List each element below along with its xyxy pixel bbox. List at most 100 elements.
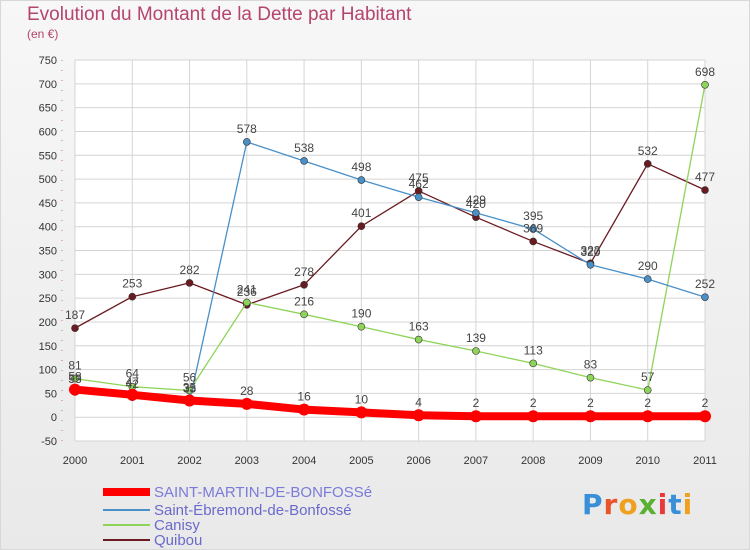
data-label: 290	[638, 259, 658, 273]
legend-label: Saint-Ébremond-de-Bonfossé	[154, 502, 352, 519]
data-label: 139	[466, 331, 486, 345]
data-label: 81	[68, 359, 82, 373]
data-point	[185, 279, 194, 287]
data-point	[414, 193, 423, 201]
data-point	[128, 292, 137, 301]
data-point	[357, 222, 366, 231]
data-point	[529, 359, 537, 368]
data-label: 420	[466, 197, 486, 211]
x-tick-label: 2011	[693, 455, 717, 467]
data-point	[183, 394, 196, 407]
data-point	[300, 157, 308, 165]
data-point	[472, 347, 480, 355]
data-label: 42	[126, 377, 140, 391]
y-tick-label: 600	[39, 126, 57, 138]
y-tick-label: 650	[39, 103, 57, 115]
legend-label: SAINT-MARTIN-DE-BONFOSSé	[154, 484, 372, 501]
data-point	[69, 383, 81, 396]
data-label: 2	[587, 396, 594, 410]
data-point	[355, 406, 368, 419]
data-label: 2	[473, 396, 480, 410]
data-point	[469, 410, 482, 423]
x-tick-label: 2006	[406, 455, 430, 467]
data-point	[357, 322, 366, 331]
y-tick-label: 50	[45, 388, 57, 400]
x-tick-label: 2003	[235, 455, 259, 467]
data-label: 462	[409, 177, 429, 191]
x-tick-label: 2009	[578, 455, 602, 467]
data-label: 53	[68, 372, 82, 386]
data-label: 429	[466, 193, 486, 207]
data-label: 532	[638, 144, 658, 158]
y-tick-label: 200	[39, 317, 57, 329]
data-point	[71, 374, 79, 383]
data-label: 698	[695, 65, 715, 79]
data-label: 236	[237, 285, 257, 299]
chart-unit: (en €)	[27, 27, 59, 41]
data-label: 83	[584, 358, 598, 372]
data-point	[701, 80, 709, 89]
data-label: 64	[126, 367, 140, 381]
legend-label: Quibou	[154, 532, 202, 549]
data-label: 2	[530, 396, 537, 410]
data-label: 538	[294, 141, 314, 155]
data-label: 28	[240, 384, 254, 398]
data-label: 33	[183, 381, 197, 395]
data-label: 252	[695, 277, 715, 291]
data-label: 578	[237, 122, 257, 136]
y-tick-label: 450	[39, 198, 57, 210]
y-tick-label: 500	[39, 174, 57, 186]
y-tick-label: 300	[39, 269, 57, 281]
data-label: 47	[126, 375, 140, 389]
data-point	[472, 209, 480, 217]
data-point	[643, 275, 652, 283]
data-label: 401	[351, 206, 371, 220]
y-tick-label: 350	[39, 246, 57, 258]
data-label: 369	[523, 221, 543, 235]
x-tick-label: 2001	[120, 455, 144, 467]
data-point	[586, 260, 595, 269]
data-point	[527, 410, 540, 423]
data-label: 190	[351, 307, 371, 321]
data-label: 56	[183, 371, 197, 385]
data-point	[643, 386, 652, 394]
data-point	[641, 410, 654, 423]
grid	[74, 59, 706, 442]
data-label: 187	[65, 308, 85, 322]
data-point	[357, 176, 366, 184]
data-point	[71, 324, 79, 332]
legend: SAINT-MARTIN-DE-BONFOSSéSaint-Ébremond-d…	[103, 484, 372, 549]
legend-label: Canisy	[154, 517, 200, 534]
y-tick-label: 0	[51, 412, 57, 424]
data-point	[243, 138, 251, 146]
y-tick-label: -50	[41, 436, 57, 448]
data-point	[643, 160, 652, 168]
data-label: 58	[68, 370, 82, 384]
x-tick-label: 2002	[177, 455, 201, 467]
y-tick-label: 150	[39, 341, 57, 353]
data-label: 477	[695, 170, 715, 184]
data-label: 163	[409, 320, 429, 334]
y-tick-label: 250	[39, 293, 57, 305]
data-label: 57	[641, 370, 655, 384]
data-label: 323	[580, 243, 600, 257]
data-labels: 58 47 35 28 16 10 4 2 2 2 2 253 42 335785384984624293…	[65, 65, 715, 410]
data-point	[300, 310, 308, 319]
x-tick-label: 2007	[464, 455, 488, 467]
data-point	[701, 293, 709, 301]
data-label: 2	[644, 396, 651, 410]
data-label: 4	[415, 395, 422, 409]
data-label: 475	[409, 171, 429, 185]
data-point	[298, 403, 311, 416]
data-point	[300, 280, 308, 289]
y-tick-label: 700	[39, 79, 57, 91]
data-label: 395	[523, 209, 543, 223]
data-label: 2	[702, 396, 709, 410]
proxiti-logo: Proxiti	[582, 488, 694, 521]
series-line	[74, 163, 706, 329]
data-label: 282	[180, 263, 200, 277]
x-tick-label: 2008	[521, 455, 545, 467]
data-label: 278	[294, 265, 314, 279]
data-label: 253	[122, 277, 142, 291]
